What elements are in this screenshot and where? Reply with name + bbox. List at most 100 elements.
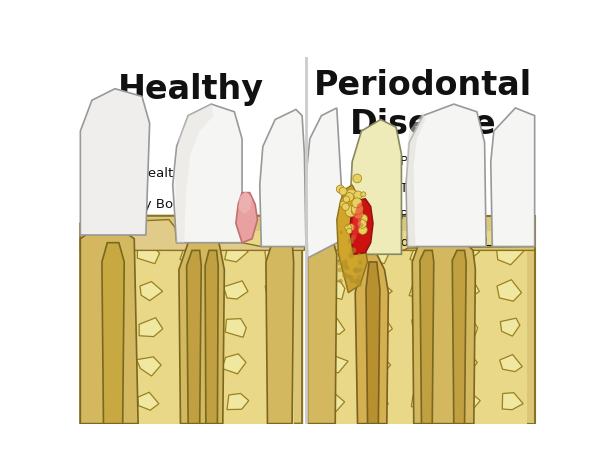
Circle shape [348, 224, 355, 230]
Circle shape [358, 225, 367, 234]
Polygon shape [325, 246, 344, 261]
Polygon shape [97, 281, 116, 299]
Polygon shape [179, 282, 202, 298]
Polygon shape [268, 355, 290, 372]
Circle shape [355, 268, 360, 273]
Polygon shape [184, 355, 205, 372]
Text: Plaque: Plaque [355, 155, 445, 188]
Polygon shape [140, 282, 163, 301]
Polygon shape [406, 104, 486, 247]
Text: Tartar: Tartar [353, 182, 438, 218]
Polygon shape [369, 282, 392, 301]
Circle shape [351, 235, 356, 239]
Polygon shape [308, 240, 337, 424]
Polygon shape [226, 318, 246, 337]
Polygon shape [236, 193, 257, 243]
Circle shape [353, 268, 357, 271]
Polygon shape [324, 357, 348, 373]
Polygon shape [102, 243, 124, 424]
Polygon shape [458, 394, 480, 410]
Polygon shape [352, 202, 363, 240]
Polygon shape [406, 112, 425, 247]
Polygon shape [497, 244, 524, 265]
Circle shape [353, 174, 362, 183]
Polygon shape [271, 393, 291, 410]
Polygon shape [452, 250, 466, 424]
Polygon shape [491, 108, 535, 247]
Circle shape [354, 191, 362, 199]
Polygon shape [97, 246, 115, 261]
Circle shape [337, 260, 343, 266]
Polygon shape [96, 357, 119, 373]
Circle shape [344, 266, 350, 270]
Polygon shape [238, 191, 252, 214]
Polygon shape [367, 245, 389, 264]
Polygon shape [180, 242, 203, 264]
Circle shape [347, 275, 353, 280]
Polygon shape [205, 250, 218, 424]
Polygon shape [500, 318, 520, 336]
Circle shape [342, 203, 349, 210]
Polygon shape [337, 185, 368, 293]
Circle shape [343, 259, 348, 264]
Circle shape [354, 210, 363, 219]
Polygon shape [308, 223, 535, 250]
Polygon shape [265, 244, 292, 265]
Polygon shape [175, 104, 214, 243]
Polygon shape [182, 316, 203, 337]
Circle shape [345, 193, 354, 201]
Polygon shape [350, 199, 373, 254]
Polygon shape [222, 354, 246, 374]
Circle shape [340, 201, 347, 208]
Circle shape [350, 248, 356, 253]
Polygon shape [137, 245, 160, 264]
Polygon shape [179, 239, 224, 424]
Polygon shape [139, 318, 163, 337]
Polygon shape [306, 108, 344, 258]
Circle shape [346, 228, 352, 234]
Polygon shape [324, 318, 345, 334]
Polygon shape [355, 254, 388, 424]
Polygon shape [138, 392, 159, 410]
Circle shape [358, 219, 367, 228]
Polygon shape [366, 262, 380, 424]
Circle shape [356, 278, 361, 283]
Polygon shape [338, 189, 361, 281]
Polygon shape [455, 281, 479, 299]
Circle shape [353, 268, 357, 273]
Circle shape [357, 282, 362, 287]
Circle shape [339, 230, 343, 234]
Polygon shape [368, 318, 392, 337]
Polygon shape [225, 245, 248, 262]
Circle shape [349, 278, 355, 283]
Polygon shape [187, 250, 201, 424]
Text: Reduced Bone Level: Reduced Bone Level [361, 236, 520, 249]
Polygon shape [268, 318, 287, 336]
Polygon shape [365, 357, 391, 376]
Polygon shape [224, 281, 248, 299]
Text: Healthy Gums: Healthy Gums [138, 167, 241, 202]
Circle shape [345, 224, 352, 231]
Polygon shape [456, 318, 478, 337]
Polygon shape [412, 239, 475, 424]
Polygon shape [173, 104, 242, 243]
Circle shape [354, 281, 358, 285]
Polygon shape [136, 357, 161, 376]
Circle shape [337, 268, 343, 272]
Polygon shape [265, 280, 289, 301]
Polygon shape [181, 394, 206, 409]
Polygon shape [322, 393, 344, 412]
Circle shape [342, 262, 347, 268]
Circle shape [343, 272, 346, 276]
Circle shape [351, 275, 353, 278]
Polygon shape [260, 109, 306, 247]
Text: Periodontal
Disease: Periodontal Disease [314, 69, 532, 140]
Polygon shape [453, 354, 478, 374]
Polygon shape [325, 281, 345, 299]
Polygon shape [80, 89, 149, 235]
Polygon shape [415, 355, 436, 372]
Circle shape [358, 268, 362, 272]
Text: Healthy Bone Level: Healthy Bone Level [100, 198, 237, 230]
Polygon shape [92, 231, 295, 424]
Circle shape [352, 203, 363, 215]
